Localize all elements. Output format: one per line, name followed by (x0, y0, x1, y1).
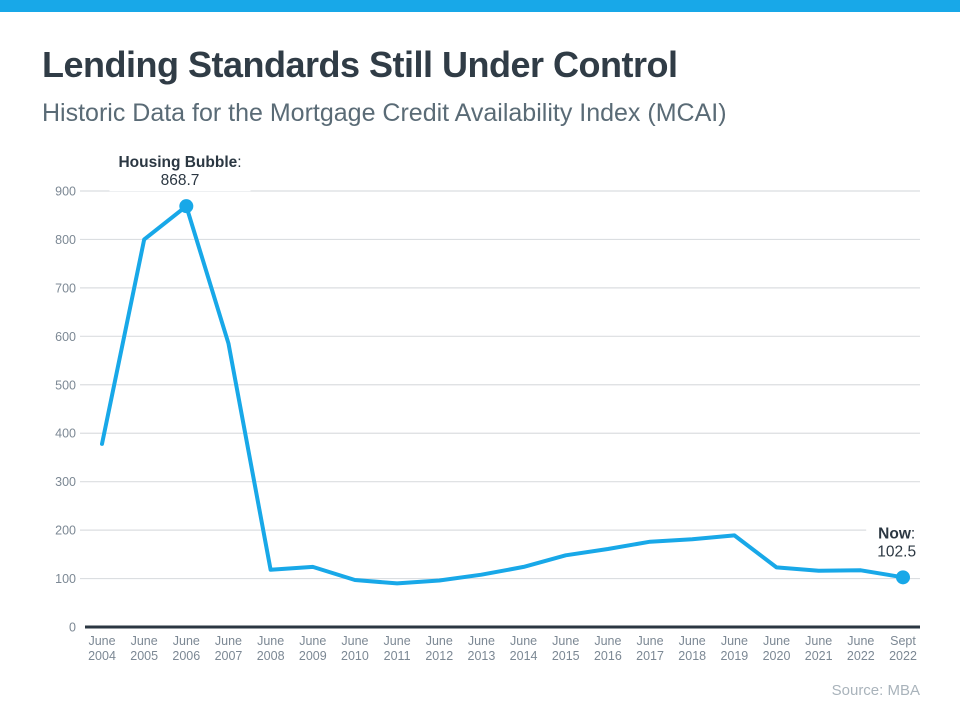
x-tick-label: June 2008 (257, 634, 285, 663)
x-tick-label: June 2004 (88, 634, 116, 663)
top-accent-bar (0, 0, 960, 12)
mcai-series-line (100, 204, 905, 586)
svg-text:300: 300 (55, 475, 76, 489)
x-tick-label: Sept 2022 (889, 634, 917, 663)
y-axis-labels: 0 100 200 300 400 500 600 700 800 900 (55, 185, 76, 635)
svg-text:400: 400 (55, 427, 76, 441)
x-tick-label: June 2012 (425, 634, 453, 663)
svg-text:100: 100 (55, 572, 76, 586)
x-tick-label: June 2022 (847, 634, 875, 663)
x-tick-label: June 2009 (299, 634, 327, 663)
x-tick-label: June 2017 (636, 634, 664, 663)
y-gridlines (80, 190, 920, 580)
source-credit: Source: MBA (831, 682, 920, 699)
x-tick-label: June 2005 (130, 634, 158, 663)
x-tick-label: June 2020 (763, 634, 791, 663)
x-tick-label: June 2018 (678, 634, 706, 663)
page-subtitle: Historic Data for the Mortgage Credit Av… (42, 99, 727, 127)
x-tick-label: June 2013 (468, 634, 496, 663)
svg-text:800: 800 (55, 233, 76, 247)
data-point-marker (179, 199, 194, 214)
annotation-housing-bubble: Housing Bubble:868.7 (109, 153, 251, 214)
svg-text:Housing Bubble:: Housing Bubble: (118, 154, 241, 171)
data-point-marker (896, 570, 910, 585)
x-tick-label: June 2011 (384, 634, 411, 663)
x-tick-label: June 2015 (552, 634, 580, 663)
x-tick-label: June 2007 (215, 634, 243, 663)
x-tick-label: June 2016 (594, 634, 622, 663)
x-tick-label: June 2010 (341, 634, 369, 663)
x-axis-labels: June 2004 June 2005 June 2006 June 2007 June 2008… (88, 634, 917, 663)
svg-text:200: 200 (55, 524, 76, 538)
svg-text:0: 0 (69, 621, 76, 635)
page-title: Lending Standards Still Under Control (42, 44, 678, 85)
annotation-now: Now:102.5 (866, 524, 928, 585)
x-tick-label: June 2021 (805, 634, 833, 663)
svg-text:500: 500 (55, 378, 76, 392)
svg-text:600: 600 (55, 330, 76, 344)
svg-text:700: 700 (55, 281, 76, 295)
x-tick-label: June 2019 (720, 634, 748, 663)
svg-text:868.7: 868.7 (161, 172, 200, 189)
svg-text:102.5: 102.5 (877, 543, 916, 560)
x-tick-label: June 2006 (172, 634, 200, 663)
x-tick-label: June 2014 (510, 634, 538, 663)
svg-text:Now:: Now: (878, 525, 915, 542)
svg-text:900: 900 (55, 185, 76, 199)
